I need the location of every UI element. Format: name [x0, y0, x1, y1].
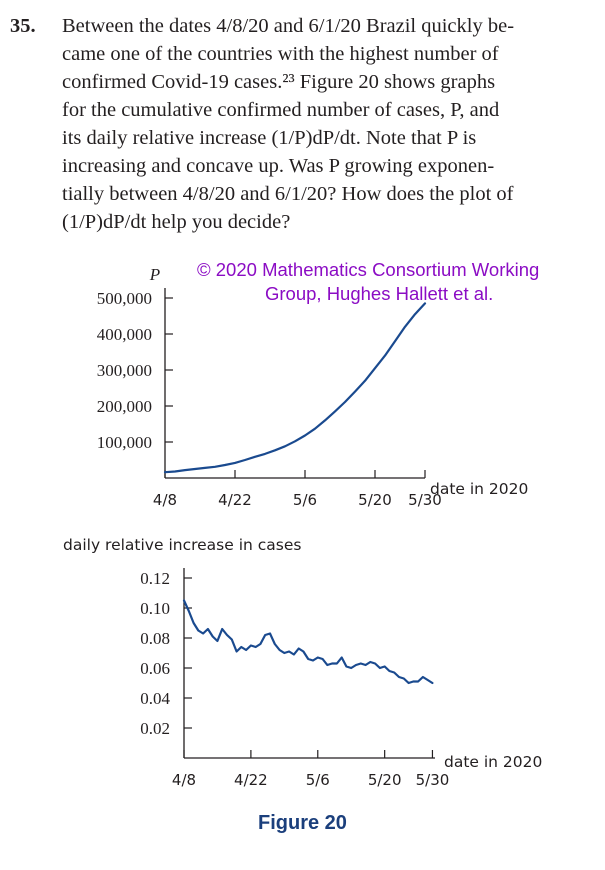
chart1-x-tick-label: 4/22 [218, 491, 252, 509]
chart2-series-line [182, 599, 434, 685]
chart1-y-tick-label: 300,000 [97, 361, 152, 380]
chart2-x-tick-label: 4/22 [234, 771, 268, 789]
chart1-x-tick-label: 5/6 [293, 491, 317, 509]
figure-caption: Figure 20 [258, 812, 347, 834]
chart1-y-tick-label: 400,000 [97, 325, 152, 344]
problem-number: 35. [10, 15, 36, 37]
problem-line-2: came one of the countries with the highe… [62, 43, 499, 65]
chart2-x-tick-label: 5/30 [416, 771, 450, 789]
copyright-line-2: Group, Hughes Hallett et al. [265, 283, 494, 304]
chart2-y-tick-label: 0.10 [140, 599, 170, 618]
problem-line-6: increasing and concave up. Was P growing… [62, 155, 495, 177]
chart1-series-line [163, 302, 427, 474]
chart2-x-axis-label: date in 2020 [444, 753, 542, 771]
chart2-y-tick-label: 0.12 [140, 569, 170, 588]
chart1-y-tick-label: 100,000 [97, 433, 152, 452]
chart1-x-tick-label: 5/30 [408, 491, 442, 509]
chart1-x-tick-label: 4/8 [153, 491, 177, 509]
chart2-x-tick-label: 5/6 [306, 771, 330, 789]
chart2-x-tick-label: 5/20 [368, 771, 402, 789]
copyright-line-1: © 2020 Mathematics Consortium Working [197, 259, 540, 280]
problem-line-5: its daily relative increase (1/P)dP/dt. … [62, 127, 477, 149]
chart1-x-tick-label: 5/20 [358, 491, 392, 509]
problem-line-3: confirmed Covid-19 cases.²³ Figure 20 sh… [62, 71, 496, 93]
problem-line-1: Between the dates 4/8/20 and 6/1/20 Braz… [62, 15, 515, 37]
problem-line-7: tially between 4/8/20 and 6/1/20? How do… [62, 183, 514, 205]
problem-line-4: for the cumulative confirmed number of c… [62, 99, 500, 121]
chart2-x-tick-label: 4/8 [172, 771, 196, 789]
chart1-y-tick-label: 500,000 [97, 289, 152, 308]
chart2-y-tick-label: 0.06 [140, 659, 170, 678]
chart2-title: daily relative increase in cases [63, 536, 301, 554]
chart1-y-axis-label: P [149, 265, 160, 284]
chart2-y-tick-label: 0.04 [140, 689, 170, 708]
chart1-x-axis-label: date in 2020 [430, 480, 528, 498]
chart1-y-tick-label: 200,000 [97, 397, 152, 416]
chart2-y-tick-label: 0.08 [140, 629, 170, 648]
chart2-y-tick-label: 0.02 [140, 719, 170, 738]
problem-line-8: (1/P)dP/dt help you decide? [62, 211, 291, 233]
